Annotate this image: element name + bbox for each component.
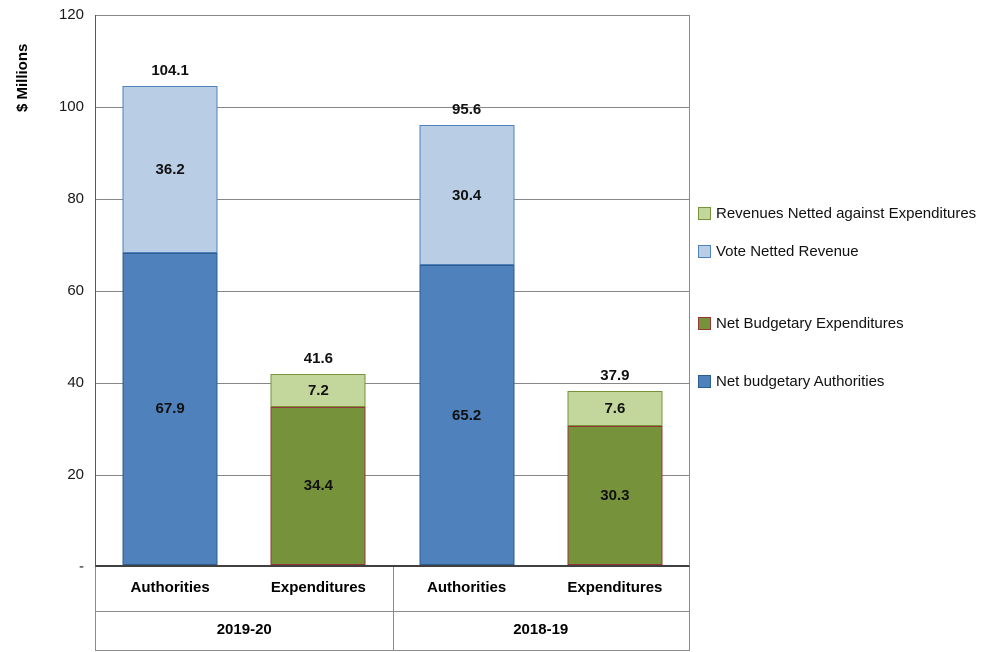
segment-value-label: 30.3	[600, 486, 630, 504]
bar-segment: 30.3	[567, 425, 663, 565]
category-label: Expenditures	[270, 579, 366, 596]
y-tick-label: 60	[67, 282, 84, 299]
category-label-row: Authorities Expenditures Authorities Expend…	[96, 567, 689, 611]
segment-value-label: 7.2	[307, 381, 329, 399]
segment-value-label: 34.4	[303, 477, 333, 495]
legend-item: Net Budgetary Expenditures	[698, 314, 986, 334]
y-tick-label: 40	[67, 374, 84, 391]
gridline	[96, 199, 689, 200]
bar-total-label: 95.6	[452, 101, 482, 119]
legend-swatch-icon	[698, 375, 711, 388]
stacked-bar: 30.4 65.2	[419, 125, 515, 565]
legend-swatch-icon	[698, 207, 711, 220]
stacked-bar: 36.2 67.9	[122, 86, 218, 565]
gridline	[96, 107, 689, 108]
segment-value-label: 67.9	[155, 400, 185, 418]
segment-value-label: 36.2	[155, 160, 185, 178]
y-tick-label: 120	[58, 6, 84, 23]
legend-item: Net budgetary Authorities	[698, 372, 986, 392]
legend-item: Revenues Netted against Expenditures	[698, 204, 986, 224]
gridline	[96, 383, 689, 384]
gridline	[96, 291, 689, 292]
bar-total-label: 104.1	[151, 62, 189, 80]
category-label: Authorities	[427, 579, 507, 596]
y-tick-label: -	[79, 558, 84, 575]
category-label: Expenditures	[567, 579, 663, 596]
x-axis-table: Authorities Expenditures Authorities Expend…	[95, 567, 690, 651]
plot-area: 36.2 67.9 104.1 7.2 34.4 41.6 30.4 65.2 95.6 7.6 3…	[95, 15, 690, 567]
segment-value-label: 7.6	[604, 399, 626, 417]
segment-value-label: 65.2	[452, 406, 482, 424]
legend-label: Vote Netted Revenue	[716, 243, 859, 260]
bar-slot: 30.4 65.2 95.6	[393, 15, 541, 565]
bar-slot: 7.6 30.3 37.9	[541, 15, 689, 565]
y-tick-label: 20	[67, 466, 84, 483]
y-tick-label: 80	[67, 190, 84, 207]
category-label: Authorities	[130, 579, 210, 596]
gridline	[96, 15, 689, 16]
legend-item: Vote Netted Revenue	[698, 242, 986, 262]
legend-label: Net budgetary Authorities	[716, 373, 885, 390]
bar-segment: 30.4	[419, 125, 515, 266]
legend-label: Net Budgetary Expenditures	[716, 315, 904, 332]
y-axis-tick-labels: 120 100 80 60 40 20 -	[0, 0, 86, 652]
bar-total-label: 41.6	[303, 349, 333, 367]
stacked-bar: 7.6 30.3	[567, 390, 663, 565]
bar-slot: 7.2 34.4 41.6	[244, 15, 392, 565]
bar-segment: 67.9	[122, 252, 218, 565]
bar-segment: 34.4	[270, 406, 366, 565]
group-label: 2018-19	[513, 621, 569, 638]
legend-label: Revenues Netted against Expenditures	[716, 205, 977, 222]
legend: Revenues Netted against Expenditures Vote…	[698, 204, 986, 392]
stacked-bar: 7.2 34.4	[270, 373, 366, 565]
bars-layer: 36.2 67.9 104.1 7.2 34.4 41.6 30.4 65.2 95.6 7.6 3…	[96, 15, 689, 565]
group-label: 2019-20	[216, 621, 272, 638]
legend-swatch-icon	[698, 317, 711, 330]
bar-slot: 36.2 67.9 104.1	[96, 15, 244, 565]
bar-total-label: 37.9	[600, 366, 630, 384]
bar-segment: 7.2	[270, 373, 366, 407]
group-divider-line	[392, 567, 394, 650]
bar-segment: 65.2	[419, 265, 515, 565]
bar-segment: 7.6	[567, 390, 663, 426]
gridline	[96, 475, 689, 476]
y-tick-label: 100	[58, 98, 84, 115]
legend-swatch-icon	[698, 245, 711, 258]
segment-value-label: 30.4	[452, 186, 482, 204]
bar-segment: 36.2	[122, 86, 218, 253]
